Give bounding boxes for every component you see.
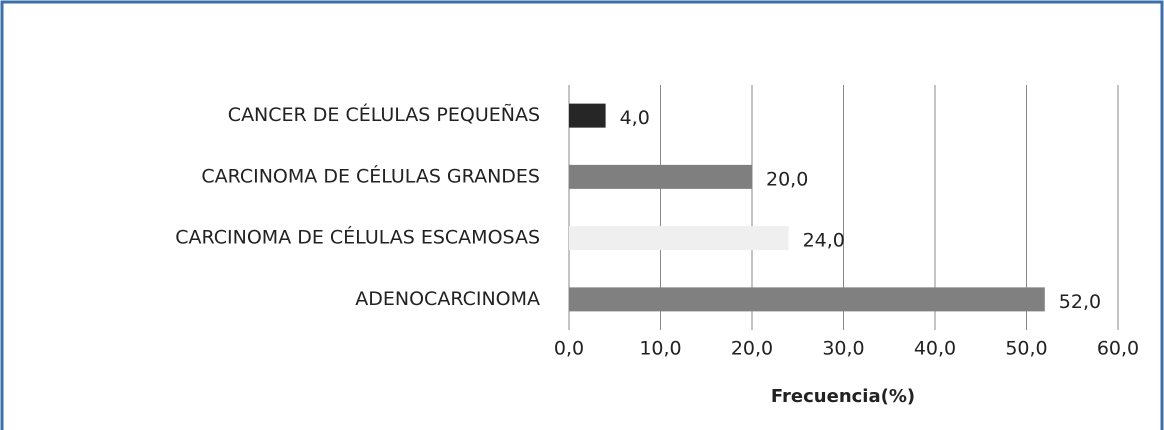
- data-label: 20,0: [766, 168, 808, 190]
- x-tick-label: 60,0: [1097, 338, 1139, 360]
- y-tick-label: ADENOCARCINOMA: [355, 288, 540, 310]
- bar: [569, 164, 752, 189]
- bar: [569, 103, 606, 128]
- data-label: 24,0: [803, 230, 845, 252]
- x-tick-label: 30,0: [822, 338, 864, 360]
- x-tick-label: 10,0: [639, 338, 681, 360]
- bar: [569, 226, 789, 251]
- x-tick-label: 0,0: [554, 338, 584, 360]
- data-label: 4,0: [620, 107, 650, 129]
- y-tick-label: CARCINOMA DE CÉLULAS GRANDES: [201, 164, 540, 187]
- data-label: 52,0: [1059, 291, 1101, 313]
- x-tick-label: 50,0: [1005, 338, 1047, 360]
- x-axis-label: Frecuencia(%): [771, 386, 915, 407]
- y-tick-label: CARCINOMA DE CÉLULAS ESCAMOSAS: [175, 226, 540, 249]
- y-tick-label: CANCER DE CÉLULAS PEQUEÑAS: [228, 103, 540, 126]
- bar: [569, 287, 1045, 312]
- x-tick-label: 40,0: [914, 338, 956, 360]
- x-tick-label: 20,0: [731, 338, 773, 360]
